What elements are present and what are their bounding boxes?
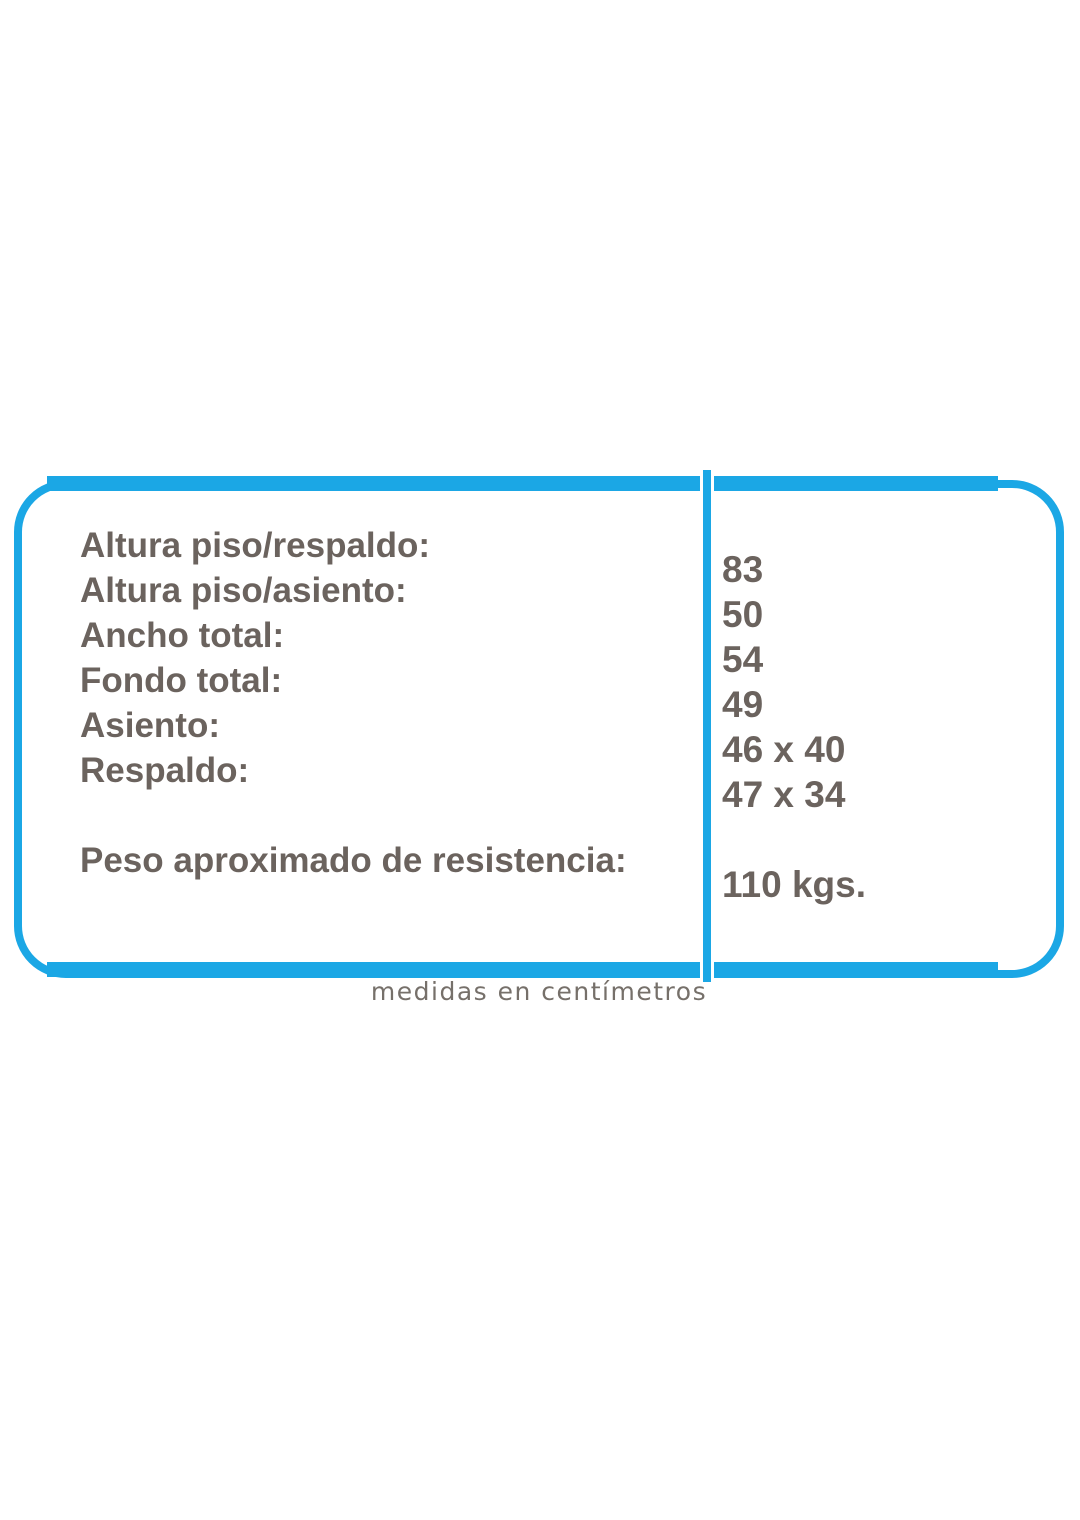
spec-label-ancho-total: Ancho total: (80, 616, 285, 655)
spec-label-peso-resistencia: Peso aproximado de resistencia: (80, 841, 627, 880)
units-caption: medidas en centímetros (370, 977, 708, 1006)
labels-column: Altura piso/respaldo: Altura piso/asient… (80, 523, 655, 883)
spec-value-respaldo: 47 x 34 (722, 774, 846, 815)
bottom-border-bar (47, 962, 998, 977)
top-border-bar (47, 476, 998, 491)
spec-table-box: Altura piso/respaldo: Altura piso/asient… (14, 470, 1064, 982)
spec-value-ancho-total: 54 (722, 639, 764, 680)
spec-value-peso-resistencia: 110 kgs. (722, 864, 867, 905)
row-gap (722, 817, 1032, 862)
spec-label-altura-respaldo: Altura piso/respaldo: (80, 526, 431, 565)
values-column: 83 50 54 49 46 x 40 47 x 34 110 kgs. (722, 547, 1032, 907)
column-divider (700, 470, 714, 982)
spec-label-respaldo: Respaldo: (80, 751, 250, 790)
spec-value-altura-respaldo: 83 (722, 549, 764, 590)
spec-label-asiento: Asiento: (80, 706, 220, 745)
spec-value-altura-asiento: 50 (722, 594, 764, 635)
spec-value-asiento: 46 x 40 (722, 729, 846, 770)
spec-value-fondo-total: 49 (722, 684, 764, 725)
row-gap (80, 793, 655, 838)
spec-label-altura-asiento: Altura piso/asiento: (80, 571, 407, 610)
spec-label-fondo-total: Fondo total: (80, 661, 283, 700)
